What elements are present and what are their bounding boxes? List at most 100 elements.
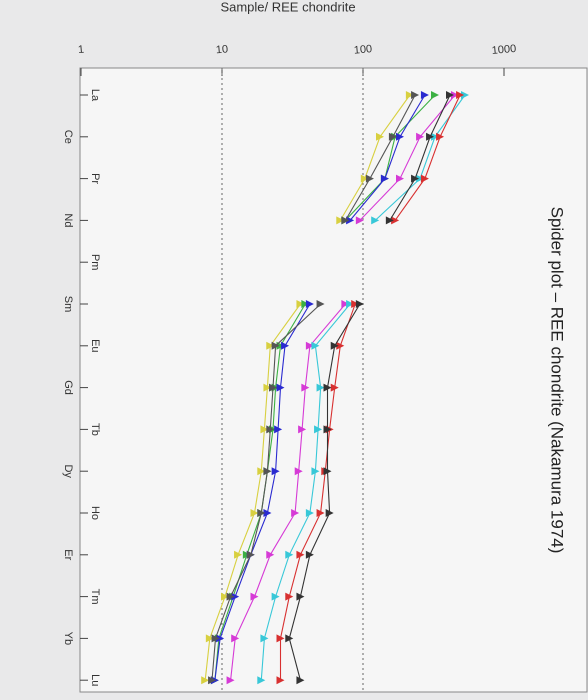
series-line <box>288 94 451 681</box>
series-line <box>214 94 426 681</box>
series-marker <box>216 634 225 643</box>
series-marker <box>257 467 266 476</box>
series-marker <box>316 383 325 392</box>
series-marker <box>263 383 272 392</box>
series-marker <box>396 174 405 183</box>
series-marker <box>226 592 235 601</box>
value-tick-label: 100 <box>353 43 372 57</box>
value-tick-label: 1 <box>77 44 84 56</box>
series-marker <box>430 132 439 141</box>
series-marker <box>266 550 275 559</box>
series-marker <box>271 341 280 350</box>
series-marker <box>301 383 310 392</box>
series-marker <box>385 216 394 225</box>
series-marker <box>416 174 425 183</box>
series-marker <box>461 91 470 99</box>
plot-frame <box>79 67 588 693</box>
series-marker <box>420 91 429 99</box>
series-line <box>279 94 461 681</box>
series-marker <box>271 592 280 601</box>
series-marker <box>274 425 283 434</box>
category-label: Er <box>62 549 74 560</box>
series-marker <box>201 676 210 685</box>
series-marker <box>323 383 332 392</box>
value-tick-label: 1000 <box>491 43 516 57</box>
series-marker <box>301 300 310 308</box>
series-marker <box>341 216 350 225</box>
series-marker <box>250 509 259 517</box>
series-marker <box>391 216 400 225</box>
series-marker <box>266 341 275 350</box>
series-marker <box>314 425 323 434</box>
value-axis-title: Sample/ REE chondrite <box>220 0 355 14</box>
series-marker <box>281 341 290 350</box>
series-marker <box>305 550 314 559</box>
series-marker <box>341 300 350 308</box>
category-label: Gd <box>62 380 74 395</box>
series-marker <box>298 425 307 434</box>
series-marker <box>365 174 374 183</box>
series-marker <box>336 216 345 225</box>
series-marker <box>305 341 314 350</box>
series-marker <box>231 634 240 643</box>
series-marker <box>396 132 405 141</box>
series-marker <box>271 467 280 476</box>
series-marker <box>234 550 243 559</box>
series-marker <box>355 216 364 225</box>
series-marker <box>420 174 429 183</box>
series-marker <box>376 132 385 141</box>
series-marker <box>416 132 425 141</box>
series-marker <box>346 216 355 225</box>
series-marker <box>291 509 300 517</box>
series-marker <box>296 550 305 559</box>
series-marker <box>456 91 465 99</box>
category-label: Dy <box>62 464 74 478</box>
series-marker <box>220 592 229 601</box>
series-marker <box>355 300 364 308</box>
value-tick-label: 10 <box>215 43 228 56</box>
series-marker <box>316 509 325 517</box>
series-marker <box>285 592 294 601</box>
series-marker <box>371 216 380 225</box>
series-marker <box>411 174 420 183</box>
category-label: Lu <box>89 674 101 686</box>
series-marker <box>305 300 314 308</box>
series-marker <box>211 634 220 643</box>
series-marker <box>450 91 459 99</box>
category-label: Tb <box>89 423 101 436</box>
series-marker <box>316 300 325 308</box>
series-marker <box>296 676 305 685</box>
series-marker <box>360 174 369 183</box>
series-marker <box>330 383 339 392</box>
series-marker <box>388 132 397 141</box>
series-marker <box>285 550 294 559</box>
series-marker <box>285 634 294 643</box>
series-marker <box>208 676 217 685</box>
series-marker <box>257 676 266 685</box>
chart-title: Spider plot – REE chondrite (Nakamura 19… <box>548 207 567 554</box>
category-label: Ho <box>89 506 101 520</box>
series-marker <box>276 634 285 643</box>
series-marker <box>205 634 214 643</box>
series-marker <box>305 509 314 517</box>
series-marker <box>430 91 439 99</box>
series-marker <box>257 509 266 517</box>
series-marker <box>436 132 445 141</box>
series-marker <box>311 341 320 350</box>
series-marker <box>380 174 389 183</box>
series-marker <box>269 383 278 392</box>
series-line <box>230 94 456 681</box>
series-marker <box>346 300 355 308</box>
category-label: Nd <box>62 213 74 227</box>
series-marker <box>325 509 334 517</box>
series-marker <box>226 676 235 685</box>
category-label: Pr <box>89 173 101 184</box>
series-marker <box>296 592 305 601</box>
series-marker <box>311 467 320 476</box>
category-label: Eu <box>89 339 101 352</box>
series-marker <box>330 341 339 350</box>
series-marker <box>336 341 345 350</box>
series-marker <box>323 425 332 434</box>
